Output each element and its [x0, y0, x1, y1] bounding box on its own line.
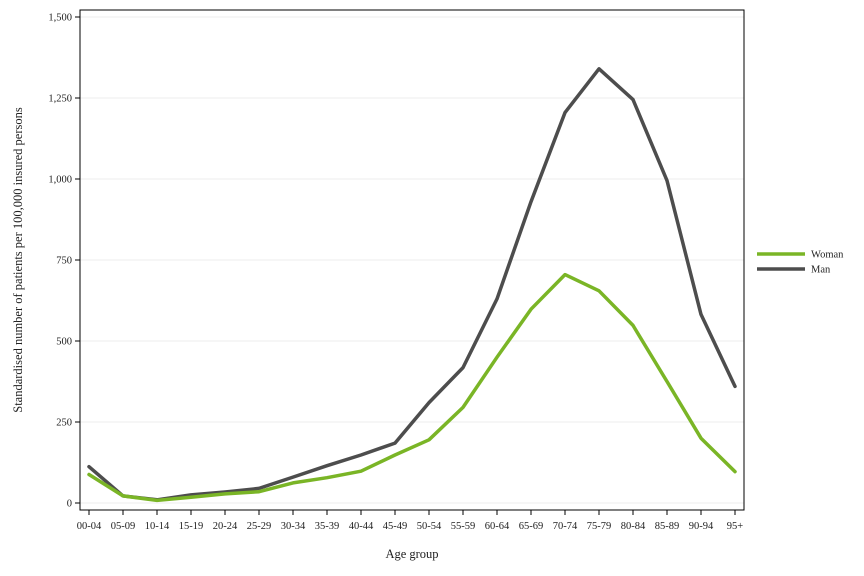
- x-tick-label: 10-14: [145, 521, 170, 532]
- series-lines: [87, 67, 737, 503]
- legend-label-man: Man: [811, 265, 831, 276]
- x-tick-label: 30-34: [281, 521, 306, 532]
- x-tick-label: 40-44: [349, 521, 374, 532]
- legend: Woman Man: [757, 250, 844, 276]
- x-tick-label: 05-09: [111, 521, 136, 532]
- x-tick-label: 50-54: [417, 521, 442, 532]
- x-tick-label: 60-64: [485, 521, 510, 532]
- x-tick-label: 75-79: [587, 521, 612, 532]
- series-line-man: [87, 67, 737, 502]
- x-tick-label: 25-29: [247, 521, 272, 532]
- y-axis: 0 250 500 750 1,000 1,250 1,500: [48, 13, 80, 510]
- x-tick-label: 65-69: [519, 521, 544, 532]
- y-tick-label: 0: [67, 499, 72, 510]
- y-axis-title: Standardised number of patients per 100,…: [11, 107, 25, 413]
- y-tick-label: 250: [56, 418, 72, 429]
- y-tick-label: 1,000: [48, 175, 72, 186]
- x-axis-title: Age group: [385, 547, 438, 561]
- y-tick-label: 750: [56, 256, 72, 267]
- y-tick-label: 500: [56, 337, 72, 348]
- y-tick-label: 1,500: [48, 13, 72, 24]
- x-tick-label: 90-94: [689, 521, 714, 532]
- x-tick-label: 35-39: [315, 521, 340, 532]
- x-tick-label: 70-74: [553, 521, 578, 532]
- x-tick-label: 85-89: [655, 521, 680, 532]
- x-axis: 00-04 05-09 10-14 15-19 20-24 25-29 30-34 35-39…: [77, 510, 744, 532]
- x-tick-label: 20-24: [213, 521, 238, 532]
- legend-label-woman: Woman: [811, 250, 844, 261]
- x-tick-label: 55-59: [451, 521, 476, 532]
- x-tick-label: 00-04: [77, 521, 102, 532]
- x-tick-label: 15-19: [179, 521, 204, 532]
- x-tick-label: 95+: [727, 521, 744, 532]
- x-tick-label: 80-84: [621, 521, 646, 532]
- x-tick-label: 45-49: [383, 521, 408, 532]
- y-tick-label: 1,250: [48, 94, 72, 105]
- gridlines: [80, 16, 744, 504]
- series-line-woman: [87, 272, 737, 503]
